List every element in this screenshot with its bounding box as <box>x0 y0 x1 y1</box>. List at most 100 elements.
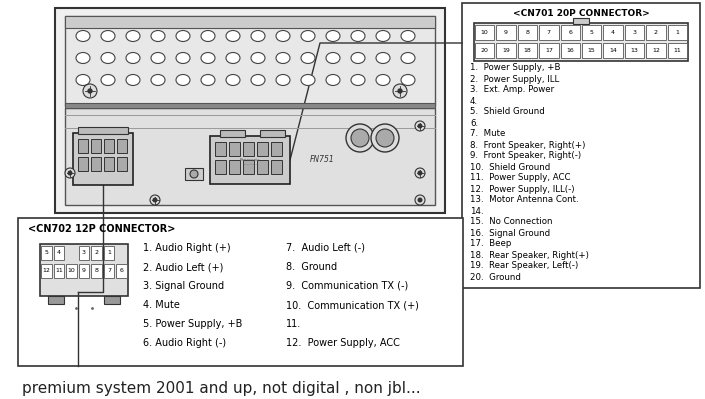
Circle shape <box>393 84 407 98</box>
Circle shape <box>83 84 97 98</box>
Ellipse shape <box>251 53 265 63</box>
Text: 2.  Power Supply, ILL: 2. Power Supply, ILL <box>470 75 559 83</box>
Text: 4: 4 <box>611 30 615 35</box>
Bar <box>78 157 88 171</box>
Ellipse shape <box>201 30 215 41</box>
Text: 4. Mute: 4. Mute <box>143 300 180 310</box>
Ellipse shape <box>151 53 165 63</box>
Text: 12: 12 <box>652 48 660 53</box>
Bar <box>78 127 128 134</box>
Text: 7.  Audio Left (-): 7. Audio Left (-) <box>286 243 365 253</box>
Text: 6. Audio Right (-): 6. Audio Right (-) <box>143 338 226 348</box>
Ellipse shape <box>401 53 415 63</box>
Ellipse shape <box>251 75 265 85</box>
Bar <box>41 246 51 260</box>
Ellipse shape <box>326 30 340 41</box>
Bar <box>220 130 245 137</box>
Text: 8.  Front Speaker, Right(+): 8. Front Speaker, Right(+) <box>470 140 585 150</box>
Ellipse shape <box>276 75 290 85</box>
Text: 5. Power Supply, +B: 5. Power Supply, +B <box>143 319 243 329</box>
Text: <CN701 20P CONNECTOR>: <CN701 20P CONNECTOR> <box>513 10 649 18</box>
Ellipse shape <box>76 53 90 63</box>
Ellipse shape <box>126 30 140 41</box>
Bar <box>91 157 101 171</box>
Text: 3: 3 <box>632 30 637 35</box>
Text: 7.  Mute: 7. Mute <box>470 130 505 138</box>
Text: 2. Audio Left (+): 2. Audio Left (+) <box>143 262 223 272</box>
Bar <box>54 246 64 260</box>
Bar <box>271 160 282 174</box>
Bar <box>229 160 240 174</box>
Text: FN751: FN751 <box>309 156 334 164</box>
Bar <box>603 43 623 58</box>
Circle shape <box>418 198 422 202</box>
Ellipse shape <box>126 53 140 63</box>
Text: 20.  Ground: 20. Ground <box>470 273 521 282</box>
Text: 12: 12 <box>42 269 50 273</box>
Bar <box>517 43 537 58</box>
Text: 1: 1 <box>107 251 111 255</box>
Circle shape <box>150 195 160 205</box>
Text: 11: 11 <box>673 48 681 53</box>
Ellipse shape <box>101 30 115 41</box>
Text: 12.  Power Supply, ILL(-): 12. Power Supply, ILL(-) <box>470 184 575 194</box>
Text: <CN702 12P CONNECTOR>: <CN702 12P CONNECTOR> <box>28 224 176 234</box>
Ellipse shape <box>401 30 415 41</box>
Text: 11: 11 <box>55 269 63 273</box>
Bar <box>474 23 688 61</box>
Text: 7: 7 <box>107 269 111 273</box>
Bar <box>646 43 666 58</box>
Ellipse shape <box>301 30 315 41</box>
Bar <box>65 103 435 108</box>
Circle shape <box>346 124 374 152</box>
Text: 10.  Communication TX (+): 10. Communication TX (+) <box>286 300 419 310</box>
Circle shape <box>371 124 399 152</box>
Text: 8: 8 <box>525 30 529 35</box>
Ellipse shape <box>351 53 365 63</box>
Bar <box>210 136 290 184</box>
Text: 18.  Rear Speaker, Right(+): 18. Rear Speaker, Right(+) <box>470 251 589 259</box>
Text: premium system 2001 and up, not digital , non jbl...: premium system 2001 and up, not digital … <box>22 381 421 395</box>
Bar <box>229 142 240 156</box>
Bar <box>462 3 700 288</box>
Circle shape <box>418 124 422 128</box>
Circle shape <box>88 89 92 93</box>
Bar <box>582 43 601 58</box>
Bar <box>79 246 90 260</box>
Text: 13.  Motor Antenna Cont.: 13. Motor Antenna Cont. <box>470 196 579 205</box>
Text: 10: 10 <box>481 30 489 35</box>
Ellipse shape <box>176 75 190 85</box>
Ellipse shape <box>276 30 290 41</box>
Bar <box>41 264 51 278</box>
Circle shape <box>65 168 75 178</box>
Text: 3.  Ext. Amp. Power: 3. Ext. Amp. Power <box>470 85 554 95</box>
Bar <box>539 25 558 40</box>
Bar <box>668 43 687 58</box>
Ellipse shape <box>351 30 365 41</box>
Ellipse shape <box>376 30 390 41</box>
Text: 19: 19 <box>502 48 510 53</box>
Bar <box>260 130 285 137</box>
Bar <box>18 218 463 366</box>
Bar <box>78 139 88 153</box>
Bar <box>65 16 435 106</box>
Text: 17.  Beep: 17. Beep <box>470 239 511 249</box>
Bar <box>646 25 666 40</box>
Text: 17: 17 <box>545 48 553 53</box>
Bar <box>104 246 114 260</box>
Bar <box>539 43 558 58</box>
Bar <box>668 25 687 40</box>
Bar <box>625 43 644 58</box>
Text: 20: 20 <box>481 48 489 53</box>
Text: 3. Signal Ground: 3. Signal Ground <box>143 281 224 291</box>
Text: 10.  Shield Ground: 10. Shield Ground <box>470 162 550 172</box>
Ellipse shape <box>226 75 240 85</box>
Ellipse shape <box>201 75 215 85</box>
Text: 6: 6 <box>120 269 123 273</box>
Bar <box>625 25 644 40</box>
Text: 10: 10 <box>68 269 75 273</box>
Bar <box>243 160 254 174</box>
Ellipse shape <box>151 75 165 85</box>
Circle shape <box>68 171 72 175</box>
Ellipse shape <box>351 75 365 85</box>
